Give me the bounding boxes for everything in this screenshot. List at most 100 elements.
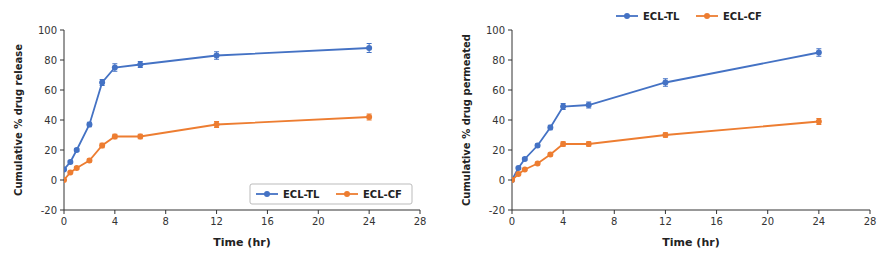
data-point bbox=[535, 161, 541, 167]
data-point bbox=[662, 132, 668, 138]
error-bar bbox=[586, 142, 591, 147]
legend-swatch-marker bbox=[624, 13, 630, 19]
x-tick-label: 24 bbox=[812, 216, 825, 227]
error-bar bbox=[663, 133, 668, 138]
y-tick-label: -20 bbox=[489, 205, 505, 216]
y-tick-label: 100 bbox=[38, 25, 57, 36]
data-point bbox=[560, 141, 566, 147]
data-point bbox=[515, 165, 521, 171]
data-point bbox=[586, 102, 592, 108]
legend-label: ECL-CF bbox=[363, 189, 402, 200]
y-tick-label: 60 bbox=[44, 85, 57, 96]
plot-area bbox=[64, 44, 372, 184]
x-tick-label: 12 bbox=[210, 216, 223, 227]
x-tick-label: 4 bbox=[560, 216, 566, 227]
data-point bbox=[560, 104, 566, 110]
x-tick-label: 0 bbox=[61, 216, 67, 227]
y-tick bbox=[60, 90, 64, 91]
x-tick bbox=[870, 210, 871, 214]
data-point bbox=[74, 165, 80, 171]
series-line bbox=[64, 48, 369, 170]
y-tick-label: 80 bbox=[44, 55, 57, 66]
y-tick-label: 80 bbox=[492, 55, 505, 66]
y-tick bbox=[508, 90, 512, 91]
x-tick bbox=[767, 210, 768, 214]
data-point bbox=[74, 147, 80, 153]
y-tick-label: 0 bbox=[499, 175, 505, 186]
error-bar bbox=[561, 104, 566, 110]
x-tick-label: 4 bbox=[112, 216, 118, 227]
y-axis-label: Cumulative % drug permeated bbox=[461, 34, 472, 206]
legend-swatch-marker bbox=[264, 191, 270, 197]
data-point bbox=[112, 134, 118, 140]
series-line bbox=[512, 53, 819, 181]
legend: ECL-TL ECL-CF bbox=[250, 184, 412, 204]
x-tick-label: 8 bbox=[163, 216, 169, 227]
error-bar bbox=[367, 44, 372, 53]
data-point bbox=[547, 152, 553, 158]
x-tick bbox=[369, 210, 370, 214]
figure: 0481216202428-20020406080100Time (hr)Cum… bbox=[0, 0, 886, 261]
x-tick bbox=[318, 210, 319, 214]
y-tick-label: 100 bbox=[486, 25, 505, 36]
x-tick-label: 28 bbox=[864, 216, 877, 227]
data-point bbox=[112, 65, 118, 71]
legend: ECL-TLECL-CF bbox=[616, 11, 762, 22]
x-tick-label: 16 bbox=[261, 216, 274, 227]
x-tick bbox=[614, 210, 615, 214]
data-point bbox=[99, 143, 105, 149]
error-bar bbox=[214, 122, 219, 128]
x-tick-label: 20 bbox=[312, 216, 325, 227]
x-tick-label: 12 bbox=[659, 216, 672, 227]
data-point bbox=[67, 159, 73, 165]
error-bar bbox=[548, 125, 553, 130]
x-axis-label: Time (hr) bbox=[213, 236, 270, 249]
data-point bbox=[366, 45, 372, 51]
legend-swatch-marker bbox=[344, 191, 350, 197]
data-point bbox=[99, 80, 105, 86]
error-bar bbox=[561, 142, 566, 147]
legend-label: ECL-TL bbox=[643, 11, 680, 22]
series bbox=[64, 114, 372, 183]
x-tick-label: 8 bbox=[611, 216, 617, 227]
y-tick bbox=[60, 60, 64, 61]
x-tick-label: 0 bbox=[509, 216, 515, 227]
x-tick bbox=[818, 210, 819, 214]
error-bar bbox=[100, 143, 105, 148]
y-tick bbox=[508, 60, 512, 61]
x-tick-label: 20 bbox=[761, 216, 774, 227]
data-point bbox=[64, 167, 67, 173]
error-bar bbox=[100, 80, 105, 86]
error-bar bbox=[87, 122, 92, 127]
legend-label: ECL-TL bbox=[283, 189, 320, 200]
error-bar bbox=[586, 102, 591, 108]
series-line bbox=[512, 122, 819, 181]
error-bar bbox=[816, 49, 821, 57]
data-point bbox=[547, 125, 553, 131]
y-tick bbox=[60, 180, 64, 181]
data-point bbox=[816, 119, 822, 125]
error-bar bbox=[138, 62, 143, 68]
y-tick bbox=[60, 120, 64, 121]
x-axis-label: Time (hr) bbox=[662, 236, 719, 249]
y-tick-label: 20 bbox=[492, 145, 505, 156]
data-point bbox=[535, 143, 541, 149]
chart-panel: 0481216202428-20020406080100Time (hr)Cum… bbox=[13, 25, 426, 250]
y-tick-label: 0 bbox=[51, 175, 57, 186]
y-tick bbox=[60, 30, 64, 31]
x-tick bbox=[64, 210, 65, 214]
error-bar bbox=[663, 79, 668, 87]
data-point bbox=[515, 171, 521, 177]
y-tick bbox=[508, 210, 512, 211]
error-bar bbox=[112, 134, 117, 139]
y-tick bbox=[60, 210, 64, 211]
y-tick bbox=[508, 30, 512, 31]
data-point bbox=[522, 156, 528, 162]
y-axis-label: Cumulative % drug release bbox=[13, 44, 24, 196]
y-tick-label: -20 bbox=[41, 205, 57, 216]
x-tick bbox=[512, 210, 513, 214]
x-axis-line bbox=[64, 210, 420, 211]
data-point bbox=[86, 158, 92, 164]
y-tick bbox=[508, 120, 512, 121]
data-point bbox=[522, 167, 528, 173]
